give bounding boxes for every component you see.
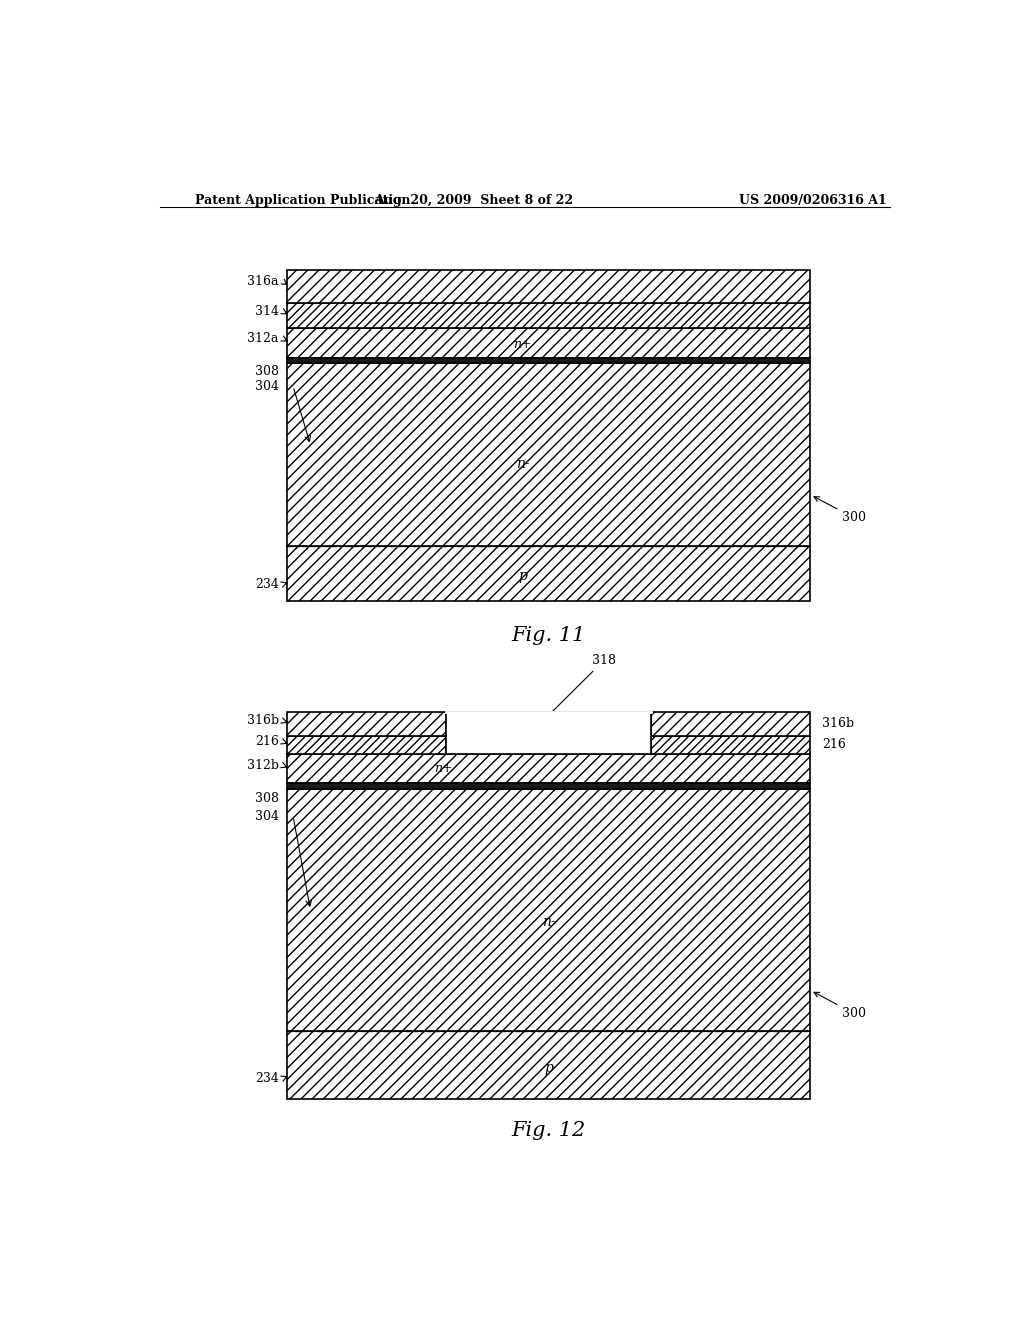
Text: Aug. 20, 2009  Sheet 8 of 22: Aug. 20, 2009 Sheet 8 of 22: [374, 194, 572, 207]
Bar: [287, 271, 811, 304]
Text: 300: 300: [814, 496, 866, 524]
Text: p: p: [544, 1061, 553, 1076]
Bar: [287, 304, 811, 327]
Text: 312b: 312b: [247, 759, 279, 772]
Text: 234: 234: [255, 1072, 279, 1085]
Bar: [287, 546, 811, 601]
Text: 316b: 316b: [822, 718, 854, 730]
Text: 308: 308: [255, 792, 279, 805]
Text: 304: 304: [255, 809, 279, 822]
Bar: [650, 735, 811, 754]
Bar: [287, 1031, 811, 1098]
Bar: [446, 713, 650, 754]
Text: n+: n+: [513, 338, 531, 351]
Bar: [287, 327, 811, 358]
Text: 316b: 316b: [247, 714, 279, 727]
Text: n-: n-: [516, 457, 529, 471]
Text: Fig. 12: Fig. 12: [511, 1121, 586, 1140]
Text: 216: 216: [822, 738, 846, 751]
Bar: [287, 358, 811, 363]
Text: 308: 308: [255, 364, 279, 378]
Bar: [650, 713, 811, 735]
Text: 312a: 312a: [248, 333, 279, 346]
Text: 300: 300: [814, 993, 866, 1020]
Bar: [287, 754, 811, 783]
Text: 318: 318: [536, 653, 616, 729]
Text: 216: 216: [255, 735, 279, 748]
Text: p: p: [518, 569, 527, 583]
Bar: [287, 783, 811, 789]
Bar: [287, 363, 811, 546]
Bar: [287, 713, 446, 735]
Text: Patent Application Publication: Patent Application Publication: [196, 194, 411, 207]
Bar: [287, 735, 446, 754]
Bar: [287, 789, 811, 1031]
Text: 304: 304: [255, 380, 279, 392]
Text: 316a: 316a: [247, 275, 279, 288]
Text: n+: n+: [434, 762, 453, 775]
Text: US 2009/0206316 A1: US 2009/0206316 A1: [739, 194, 887, 207]
Text: 314: 314: [255, 305, 279, 318]
Text: Fig. 11: Fig. 11: [511, 626, 586, 645]
Text: 234: 234: [255, 578, 279, 590]
Text: n-: n-: [542, 915, 555, 929]
